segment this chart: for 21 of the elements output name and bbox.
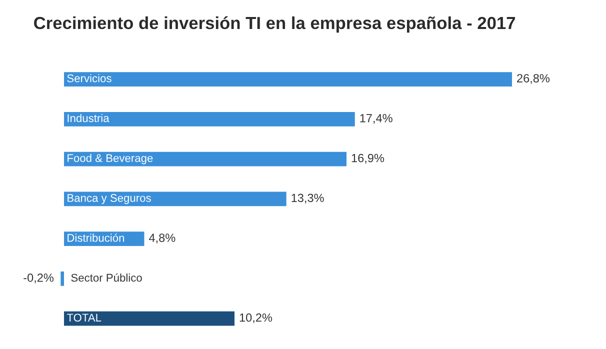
data-label: 26,8% bbox=[517, 74, 550, 84]
y-tick-label: Servicios bbox=[67, 74, 112, 82]
y-tick-label: Food & Beverage bbox=[68, 154, 153, 164]
bar bbox=[64, 152, 347, 166]
y-tick-label: Sector Público bbox=[71, 273, 142, 282]
y-tick-label: Industria bbox=[68, 114, 110, 122]
bar bbox=[64, 311, 235, 326]
bar bbox=[64, 112, 355, 126]
data-label: 10,2% bbox=[240, 313, 272, 324]
y-tick-label: Banca y Seguros bbox=[68, 194, 151, 204]
data-label: 13,3% bbox=[292, 194, 324, 204]
chart-title: Crecimiento de inversión TI en la empresa española - 2017 bbox=[34, 16, 516, 33]
y-tick-label: Distribución bbox=[68, 234, 124, 242]
bar bbox=[60, 272, 64, 286]
bar bbox=[64, 72, 512, 86]
y-tick-label: TOTAL bbox=[66, 314, 102, 322]
data-label: -0,2% bbox=[24, 274, 54, 284]
bar bbox=[64, 192, 286, 206]
data-label: 4,8% bbox=[148, 234, 176, 244]
data-label: 17,4% bbox=[360, 114, 392, 124]
data-label: 16,9% bbox=[352, 154, 384, 164]
